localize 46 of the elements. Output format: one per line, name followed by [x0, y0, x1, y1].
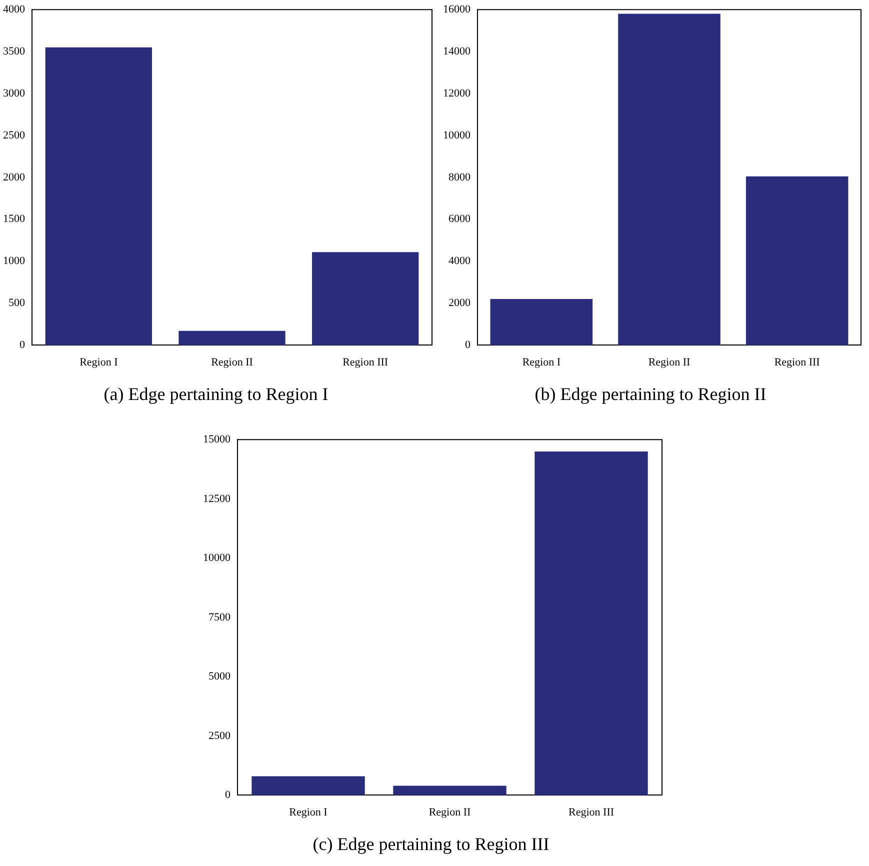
- y-tick-label: 0: [20, 339, 26, 352]
- text: (c) Edge pertaining to Region III: [312, 834, 550, 854]
- x-tick-label: Region II: [648, 356, 691, 369]
- y-tick-label: 2500: [3, 129, 26, 142]
- y-tick-label: 8000: [448, 171, 471, 184]
- bar: [312, 252, 419, 346]
- y-tick-label: 0: [225, 789, 231, 802]
- bar: [490, 299, 593, 346]
- bar: [534, 451, 648, 796]
- y-tick-label: 7500: [208, 611, 231, 624]
- x-tick-label: Region III: [568, 806, 614, 819]
- y-tick-label: 3000: [3, 87, 26, 100]
- bar: [178, 330, 286, 346]
- y-tick-label: 12500: [203, 492, 231, 505]
- y-tick-label: 2000: [448, 297, 471, 310]
- y-tick-label: 500: [8, 297, 26, 310]
- y-tick-label: 6000: [448, 213, 471, 226]
- y-tick-label: 10000: [203, 552, 231, 564]
- y-tick-label: 1000: [3, 255, 26, 268]
- x-tick-label: Region II: [211, 356, 254, 369]
- x-tick-label: Region III: [342, 356, 388, 369]
- y-tick-label: 15000: [203, 433, 231, 446]
- text: (b) Edge pertaining to Region II: [534, 384, 766, 404]
- y-tick-label: 5000: [208, 670, 231, 683]
- bar: [393, 786, 506, 796]
- bar: [252, 776, 365, 796]
- y-tick-label: 4000: [3, 3, 26, 16]
- x-tick-label: Region I: [80, 356, 118, 369]
- y-tick-label: 3500: [3, 45, 26, 58]
- y-tick-label: 2500: [208, 730, 231, 742]
- x-tick-label: Region I: [522, 356, 561, 369]
- y-tick-label: 0: [465, 339, 471, 352]
- y-tick-label: 16000: [443, 3, 471, 16]
- bar: [45, 47, 152, 346]
- bar: [618, 14, 720, 346]
- bar: [746, 176, 848, 346]
- x-tick-label: Region I: [289, 806, 328, 819]
- text: (a) Edge pertaining to Region I: [104, 384, 328, 404]
- y-tick-label: 10000: [443, 129, 471, 142]
- x-tick-label: Region III: [774, 356, 820, 369]
- y-tick-label: 1500: [3, 213, 26, 226]
- y-tick-label: 12000: [443, 87, 471, 100]
- y-tick-label: 2000: [3, 171, 26, 184]
- y-tick-label: 14000: [443, 45, 471, 58]
- y-tick-label: 4000: [448, 255, 471, 268]
- x-tick-label: Region II: [428, 806, 472, 819]
